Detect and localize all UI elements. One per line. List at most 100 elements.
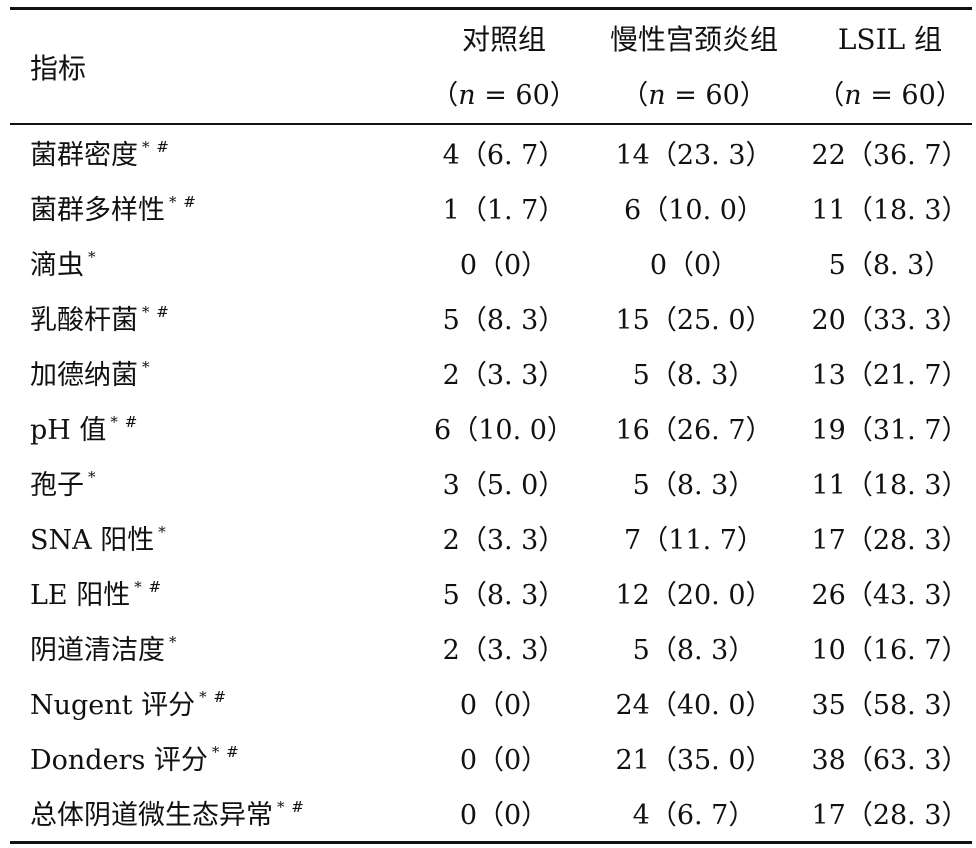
table-row: pH 值 * #6（10. 0） 16（26. 7） 19（31. 7）: [10, 400, 972, 455]
indicator-label: 菌群多样性: [30, 195, 165, 226]
cell-lsil: 35（58. 3）: [811, 690, 969, 721]
table-row: 乳酸杆菌 * # 5（8. 3） 15（25. 0） 20（33. 3）: [10, 290, 972, 345]
cell-control: 5（8. 3）: [442, 580, 566, 611]
cell-indicator: SNA 阳性 *: [10, 510, 428, 565]
header-group-name: LSIL 组: [837, 22, 943, 56]
table-bottom-rule: [10, 841, 972, 844]
cell-cervicitis: 0（0）: [649, 250, 739, 281]
n-value: = 60）: [475, 79, 577, 111]
cell-lsil: 11（18. 3）: [811, 195, 969, 226]
header-row: 指标 对照组 （n = 60） 慢性宫颈炎组 （n = 60） LSIL 组 （…: [10, 10, 972, 123]
cell-indicator: pH 值 * #: [10, 400, 428, 455]
header-indicator: 指标: [30, 51, 87, 85]
indicator-label: 乳酸杆菌: [30, 305, 138, 336]
cell-cervicitis: 24（40. 0）: [615, 690, 773, 721]
cell-cervicitis: 15（25. 0）: [615, 305, 773, 336]
cell-indicator: 孢子 *: [10, 455, 428, 510]
significance-mark: * #: [169, 193, 197, 211]
cell-control: 2（3. 3）: [442, 635, 566, 666]
cell-cervicitis: 4（6. 7）: [632, 800, 756, 831]
cell-lsil: 26（43. 3）: [811, 580, 969, 611]
n-value: = 60）: [861, 79, 963, 111]
significance-mark: *: [88, 248, 97, 266]
cell-indicator: 加德纳菌 *: [10, 345, 428, 400]
cell-lsil: 17（28. 3）: [811, 525, 969, 556]
indicator-label: LE 阳性: [30, 580, 131, 611]
significance-mark: * #: [134, 578, 163, 596]
significance-mark: *: [158, 523, 167, 541]
cell-cervicitis: 5（8. 3）: [632, 470, 756, 501]
cell-cervicitis: 5（8. 3）: [632, 360, 756, 391]
table-row: 菌群多样性 * # 1（1. 7） 6（10. 0） 11（18. 3）: [10, 180, 972, 235]
table-row: 加德纳菌 * 2（3. 3） 5（8. 3） 13（21. 7）: [10, 345, 972, 400]
significance-mark: * #: [277, 798, 305, 816]
n-prefix: （: [621, 79, 649, 111]
table-row: Nugent 评分 * # 0（0） 24（40. 0） 35（58. 3）: [10, 675, 972, 730]
cell-control: 4（6. 7）: [442, 140, 566, 171]
cell-lsil: 19（31. 7）: [811, 415, 969, 446]
indicator-label: 孢子: [30, 470, 84, 501]
header-group-n: （n = 60）: [808, 69, 972, 123]
cell-control: 0（0）: [459, 690, 549, 721]
n-variable: n: [844, 79, 862, 111]
cell-control: 1（1. 7）: [442, 195, 566, 226]
cell-control: 2（3. 3）: [442, 360, 566, 391]
significance-mark: *: [169, 633, 178, 651]
header-group-lsil: LSIL 组 （n = 60）: [808, 10, 972, 123]
indicator-label: 滴虫: [30, 250, 84, 281]
cell-control: 2（3. 3）: [442, 525, 566, 556]
indicator-label: 总体阴道微生态异常: [30, 800, 273, 831]
cell-control: 3（5. 0）: [442, 470, 566, 501]
significance-mark: *: [142, 358, 151, 376]
cell-cervicitis: 6（10. 0）: [624, 195, 764, 226]
cell-indicator: 菌群多样性 * #: [10, 180, 428, 235]
cell-lsil: 17（28. 3）: [811, 800, 969, 831]
cell-lsil: 20（33. 3）: [811, 305, 969, 336]
indicator-label: pH 值: [30, 415, 107, 446]
cell-cervicitis: 14（23. 3）: [615, 140, 773, 171]
cell-control: 5（8. 3）: [442, 305, 566, 336]
cell-lsil: 38（63. 3）: [811, 745, 969, 776]
cell-indicator: 乳酸杆菌 * #: [10, 290, 428, 345]
cell-cervicitis: 21（35. 0）: [615, 745, 773, 776]
n-value: = 60）: [665, 79, 767, 111]
table-row: LE 阳性 * # 5（8. 3） 12（20. 0） 26（43. 3）: [10, 565, 972, 620]
header-group-n: （n = 60）: [580, 69, 808, 123]
header-group-cervicitis: 慢性宫颈炎组 （n = 60）: [580, 10, 808, 123]
cell-cervicitis: 5（8. 3）: [632, 635, 756, 666]
header-group-name: 对照组: [461, 22, 546, 56]
indicator-label: 菌群密度: [30, 140, 138, 171]
table-row: 总体阴道微生态异常 * # 0（0） 4（6. 7） 17（28. 3）: [10, 785, 972, 840]
header-group-n: （n = 60）: [428, 69, 580, 123]
significance-mark: * #: [199, 688, 227, 706]
significance-mark: * #: [142, 303, 170, 321]
table-row: Donders 评分 * # 0（0） 21（35. 0） 38（63. 3）: [10, 730, 972, 785]
indicator-label: 阴道清洁度: [30, 635, 165, 666]
significance-mark: * #: [211, 743, 240, 761]
table-row: 菌群密度 * # 4（6. 7） 14（23. 3） 22（36. 7）: [10, 123, 972, 180]
cell-lsil: 13（21. 7）: [811, 360, 969, 391]
cell-control: 6（10. 0）: [434, 415, 574, 446]
cell-cervicitis: 7（11. 7）: [624, 525, 764, 556]
cell-lsil: 5（8. 3）: [828, 250, 952, 281]
header-group-control: 对照组 （n = 60）: [428, 10, 580, 123]
cell-indicator: 滴虫 *: [10, 235, 428, 290]
table-row: 滴虫 * 0（0） 0（0） 5（8. 3）: [10, 235, 972, 290]
n-variable: n: [648, 79, 666, 111]
cell-indicator: 菌群密度 * #: [10, 123, 428, 180]
cell-indicator: Donders 评分 * #: [10, 730, 428, 785]
cell-indicator: Nugent 评分 * #: [10, 675, 428, 730]
table-top-rule: [10, 7, 972, 10]
cell-lsil: 10（16. 7）: [811, 635, 969, 666]
cell-control: 0（0）: [459, 250, 549, 281]
significance-mark: * #: [142, 138, 170, 156]
cell-control: 0（0）: [459, 745, 549, 776]
cell-indicator: 总体阴道微生态异常 * #: [10, 785, 428, 840]
cell-lsil: 11（18. 3）: [811, 470, 969, 501]
cell-lsil: 22（36. 7）: [811, 140, 969, 171]
n-prefix: （: [431, 79, 459, 111]
data-table: 指标 对照组 （n = 60） 慢性宫颈炎组 （n = 60） LSIL 组 （…: [10, 10, 972, 840]
significance-mark: * #: [110, 413, 139, 431]
indicator-label: Nugent 评分: [30, 690, 196, 721]
